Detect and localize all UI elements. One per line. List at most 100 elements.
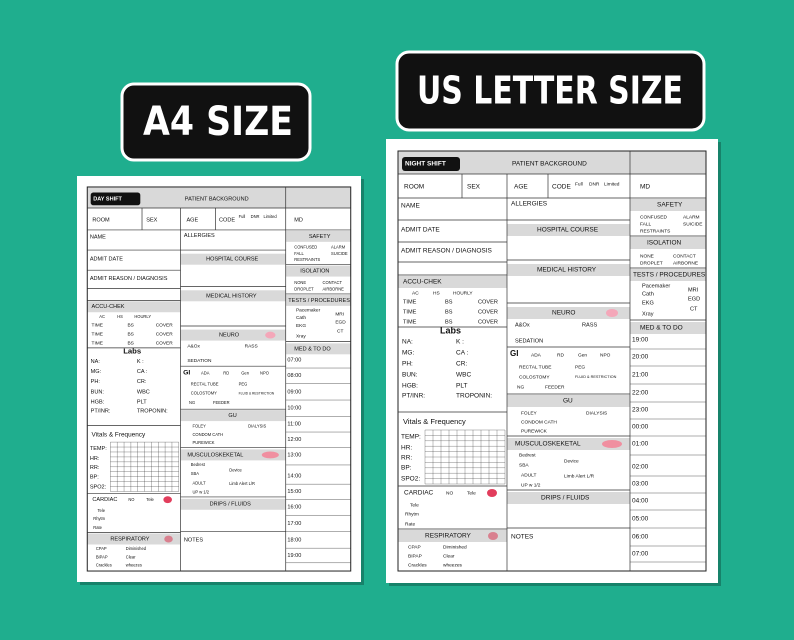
header-band bbox=[180, 449, 286, 461]
field-label: PUREWICK bbox=[192, 440, 214, 445]
field-label: A&Ox bbox=[187, 343, 200, 349]
field-label: Bedrest bbox=[519, 452, 536, 458]
field-label: Gen bbox=[241, 371, 249, 376]
field-label: wheezes bbox=[443, 562, 463, 568]
field-label: ALARM bbox=[331, 244, 346, 249]
field-label: NONE bbox=[294, 280, 306, 285]
header-band bbox=[285, 230, 351, 242]
field-label: MG: bbox=[91, 369, 102, 375]
field-label: RD bbox=[223, 371, 229, 376]
field-label: TROPONIN: bbox=[456, 393, 492, 400]
field-label: TIME bbox=[403, 299, 417, 305]
field-label: FALL bbox=[294, 251, 304, 256]
header-band bbox=[507, 307, 630, 319]
header-band bbox=[180, 290, 286, 302]
header-band bbox=[87, 186, 351, 209]
section-title: MED & TO DO bbox=[294, 346, 331, 352]
sheet: DAY SHIFT PATIENT BACKGROUND ROOM SEX AGE COD… bbox=[77, 176, 364, 585]
sheet: NIGHT SHIFT PATIENT BACKGROUND ROOM SEX AGE C… bbox=[386, 139, 721, 586]
field-label: Tele bbox=[467, 490, 476, 496]
field-label: Device bbox=[229, 468, 242, 473]
field-label: Crackles bbox=[408, 562, 427, 568]
field-label: FOLEY bbox=[521, 410, 538, 416]
field-label: 01:00 bbox=[632, 441, 649, 448]
field-label: MRI bbox=[688, 287, 699, 293]
header-band bbox=[398, 276, 507, 288]
badge-bg bbox=[120, 82, 312, 162]
field-label: CR: bbox=[137, 379, 147, 385]
field-label: HS bbox=[117, 314, 123, 319]
field-label: A&Ox bbox=[515, 322, 530, 328]
field-label: TIME bbox=[92, 322, 103, 328]
field-label: FEEDER bbox=[545, 384, 565, 390]
field-label: 09:00 bbox=[287, 389, 301, 395]
section-title: NEURO bbox=[219, 333, 240, 339]
field-label: PATIENT BACKGROUND bbox=[512, 161, 587, 168]
field-label: SEDATION bbox=[515, 338, 543, 344]
field-label: 13:00 bbox=[287, 452, 301, 458]
field-label: ALLERGIES bbox=[511, 201, 548, 208]
field-label: FEEDER bbox=[213, 400, 230, 405]
field-label: COVER bbox=[156, 322, 174, 328]
field-label: HR: bbox=[401, 445, 412, 452]
field-label: CARDIAC bbox=[92, 497, 117, 503]
field-label: Bedrest bbox=[191, 462, 206, 467]
field-label: COVER bbox=[156, 331, 174, 337]
icon bbox=[487, 489, 497, 497]
field-label: Cath bbox=[642, 291, 654, 297]
field-label: BIPAP bbox=[408, 553, 422, 559]
field-label: HOURLY bbox=[134, 314, 151, 319]
section-title: DRIPS / FLUIDS bbox=[210, 502, 252, 508]
field-label: COLOSTOMY bbox=[519, 374, 550, 380]
shift-badge bbox=[402, 157, 460, 171]
field-label: MD bbox=[294, 217, 303, 223]
field-label: SBA bbox=[519, 462, 529, 468]
header-band bbox=[507, 438, 630, 450]
field-label: TIME bbox=[403, 319, 417, 325]
header-band bbox=[507, 264, 630, 276]
section-title: DRIPS / FLUIDS bbox=[541, 495, 590, 502]
field-label: NOTES bbox=[184, 537, 203, 543]
field-label: ADMIT REASON / DIAGNOSIS bbox=[401, 248, 493, 255]
field-label: AC bbox=[412, 290, 419, 296]
field-label: TIME bbox=[92, 331, 103, 337]
field-label: CODE bbox=[219, 217, 235, 223]
field-label: BS bbox=[445, 309, 453, 315]
field-label: NG bbox=[189, 400, 195, 405]
field-label: NA: bbox=[402, 339, 413, 346]
field-label: TEMP: bbox=[90, 446, 107, 452]
field-label: Tele bbox=[410, 502, 419, 508]
field-label: Xray bbox=[642, 311, 654, 317]
field-label: 15:00 bbox=[287, 489, 301, 495]
field-label: SUICIDE bbox=[331, 251, 348, 256]
section-title: ACCU-CHEK bbox=[403, 279, 442, 286]
field-label: AGE bbox=[186, 217, 198, 223]
field-label: 14:00 bbox=[287, 473, 301, 479]
field-label: Gen bbox=[578, 352, 587, 358]
header-band bbox=[630, 199, 706, 211]
section-title: ISOLATION bbox=[300, 269, 329, 275]
field-label: COVER bbox=[478, 299, 498, 305]
field-label: Tele bbox=[146, 497, 154, 502]
field-label: CA : bbox=[456, 350, 468, 357]
field-label: CODE bbox=[552, 184, 571, 191]
field-label: FOLEY bbox=[192, 424, 206, 429]
field-label: CR: bbox=[456, 361, 467, 368]
field-label: 17:00 bbox=[287, 521, 301, 527]
field-label: Diminished bbox=[126, 546, 147, 551]
field-label: PEG bbox=[575, 364, 585, 370]
field-label: SEX bbox=[146, 217, 157, 223]
header-band bbox=[507, 395, 630, 407]
section-title: GU bbox=[563, 398, 573, 405]
field-label: TIME bbox=[92, 341, 103, 347]
icon bbox=[606, 309, 618, 317]
field-label: SPO2: bbox=[90, 484, 107, 490]
field-label: ADMIT REASON / DIAGNOSIS bbox=[90, 276, 168, 282]
field-label: BUN: bbox=[402, 372, 418, 379]
field-label: RASS bbox=[582, 322, 598, 328]
field-label: EKG bbox=[296, 323, 306, 329]
section-title: MUSCULOSKEKETAL bbox=[515, 441, 581, 448]
field-label: HS bbox=[433, 290, 440, 296]
field-label: DIALYSIS bbox=[248, 424, 266, 429]
field-label: 03:00 bbox=[632, 481, 649, 488]
